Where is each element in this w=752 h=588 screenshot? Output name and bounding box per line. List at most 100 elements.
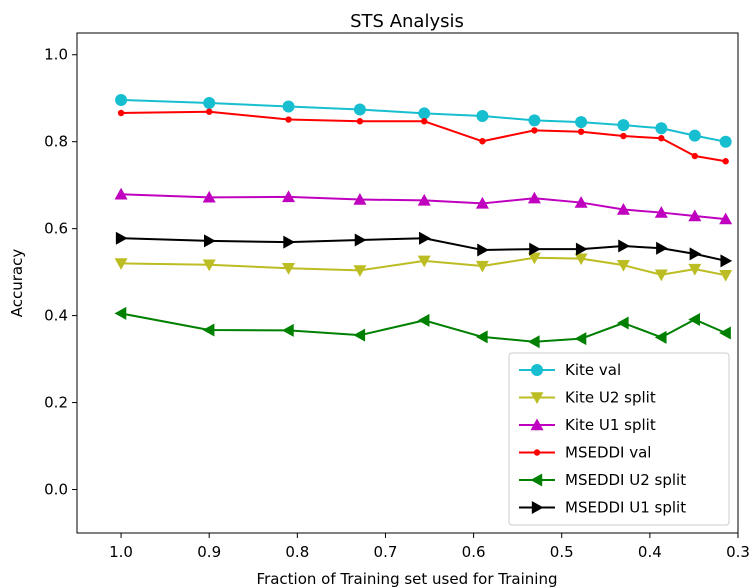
legend-label: MSEDDI val: [565, 444, 651, 462]
data-point: [475, 196, 489, 209]
data-point: [719, 269, 733, 282]
data-point: [527, 191, 541, 204]
data-point: [577, 128, 585, 135]
y-tick-label: 0.8: [44, 133, 68, 151]
x-tick-label: 0.5: [550, 543, 574, 561]
data-point: [575, 242, 588, 256]
series-kite-val: [115, 93, 732, 148]
x-tick-label: 0.3: [726, 543, 750, 561]
legend-item: Kite U1 split: [519, 416, 656, 434]
legend: Kite val Kite U2 split Kite U1 split MSEDDI…: [508, 352, 730, 526]
data-point: [654, 206, 668, 218]
data-point: [719, 326, 731, 340]
data-point: [418, 107, 431, 120]
plot-frame: [76, 32, 739, 534]
x-axis-label: Fraction of Training set used for Traini…: [257, 570, 558, 588]
data-point: [617, 119, 630, 132]
data-point: [719, 135, 732, 148]
data-point: [479, 138, 486, 145]
data-point: [618, 239, 630, 253]
y-tick-label: 0.2: [44, 394, 68, 412]
data-point: [528, 114, 541, 127]
data-point: [574, 196, 588, 208]
data-point: [115, 93, 128, 106]
legend-item: MSEDDI U2 split: [519, 471, 686, 489]
data-point: [477, 243, 489, 257]
data-point: [206, 108, 213, 115]
legend-label: MSEDDI U2 split: [565, 471, 686, 489]
data-point: [475, 330, 488, 344]
data-point: [655, 122, 668, 135]
data-point: [620, 132, 627, 140]
data-point: [204, 234, 216, 248]
data-point: [688, 313, 701, 327]
data-point: [476, 110, 489, 123]
data-point: [353, 103, 366, 116]
legend-marker: [530, 392, 544, 404]
data-point: [114, 258, 128, 270]
data-point: [531, 127, 538, 134]
data-point: [616, 259, 630, 272]
series-line: [121, 237, 726, 262]
data-point: [654, 330, 667, 344]
data-point: [656, 241, 668, 255]
x-tick-label: 0.7: [374, 543, 398, 561]
data-point: [529, 242, 541, 256]
data-point: [688, 263, 702, 276]
legend-label: Kite U2 split: [565, 389, 656, 407]
series-line: [121, 110, 726, 163]
legend-label: Kite U1 split: [565, 416, 656, 434]
data-point: [356, 118, 364, 125]
series-kite-u1-split: [114, 187, 733, 225]
data-point: [691, 152, 699, 160]
data-point: [527, 335, 540, 349]
x-axis: 1.0 0.9 0.8 0.7 0.6 0.5 0.4 0.3: [109, 533, 750, 561]
legend-item: Kite val: [519, 361, 621, 379]
series-mseddi-val: [117, 108, 729, 165]
data-point: [722, 158, 729, 165]
data-point: [574, 332, 587, 346]
series-line: [120, 312, 727, 343]
data-point: [282, 190, 296, 203]
series-line: [121, 256, 726, 277]
data-point: [285, 116, 292, 123]
data-point: [575, 116, 588, 129]
data-point: [282, 263, 296, 275]
x-tick-label: 1.0: [109, 543, 133, 561]
y-tick-label: 1.0: [44, 46, 68, 64]
data-point: [688, 129, 701, 142]
data-point: [114, 306, 127, 320]
y-tick-label: 0.6: [44, 220, 68, 238]
y-axis-label: Accuracy: [8, 249, 26, 318]
data-point: [353, 328, 366, 342]
data-point: [202, 190, 216, 203]
legend-marker: [533, 449, 541, 456]
legend-item: Kite U2 split: [519, 389, 656, 407]
data-point: [689, 247, 702, 261]
data-point: [616, 316, 629, 330]
legend-box: [508, 352, 730, 526]
y-axis: 0.0 0.2 0.4 0.6 0.8 1.0: [44, 46, 77, 499]
data-point: [719, 212, 733, 225]
data-point: [202, 259, 216, 272]
data-point: [419, 231, 431, 245]
data-point: [421, 118, 428, 125]
data-point: [688, 209, 702, 222]
data-point: [574, 253, 588, 266]
data-point: [115, 231, 128, 245]
data-point: [203, 97, 216, 109]
x-tick-label: 0.8: [285, 543, 309, 561]
legend-label: MSEDDI U1 split: [565, 499, 686, 517]
x-tick-label: 0.6: [462, 543, 486, 561]
data-point: [658, 135, 665, 142]
data-point: [475, 260, 489, 273]
data-point: [354, 233, 367, 247]
series-mseddi-u2-split: [114, 306, 731, 349]
series-line: [121, 193, 726, 221]
data-point: [720, 254, 733, 268]
data-point: [114, 187, 128, 200]
data-point: [417, 313, 430, 327]
legend-marker: [530, 473, 543, 487]
legend-item: MSEDDI val: [519, 444, 651, 462]
